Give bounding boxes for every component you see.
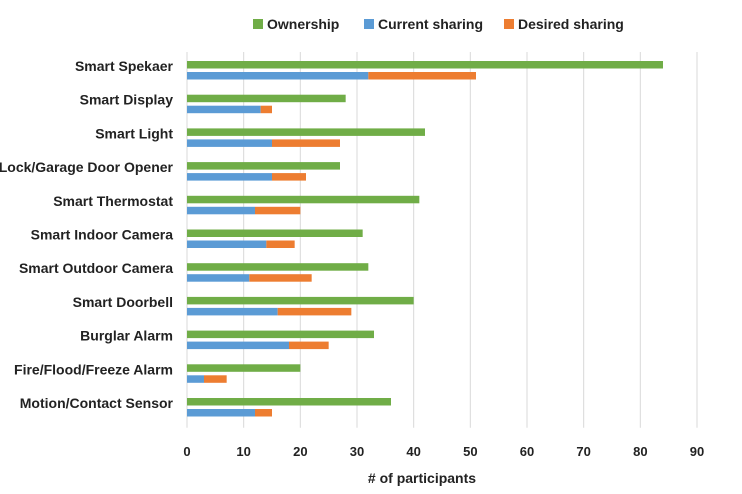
x-tick-label-5: 50 [463, 444, 477, 459]
x-axis-title: # of participants [368, 470, 476, 486]
bar-ownership-4 [187, 195, 420, 204]
bar-desired-sharing-6 [249, 274, 312, 282]
legend-swatch-2 [504, 19, 514, 29]
bar-current-sharing-4 [187, 206, 255, 215]
legend-swatch-1 [364, 19, 374, 29]
x-tick-label-4: 40 [406, 444, 420, 459]
category-label-7: Smart Doorbell [73, 294, 173, 310]
legend-label-0: Ownership [267, 16, 339, 32]
x-tick-label-6: 60 [520, 444, 534, 459]
x-tick-label-9: 90 [690, 444, 704, 459]
x-tick-label-3: 30 [350, 444, 364, 459]
category-label-2: Smart Light [95, 125, 173, 141]
bar-current-sharing-9 [187, 375, 204, 383]
bar-current-sharing-6 [187, 274, 250, 282]
category-label-4: Smart Thermostat [53, 193, 173, 209]
bar-desired-sharing-3 [272, 173, 306, 181]
bar-ownership-5 [187, 229, 363, 237]
category-label-10: Motion/Contact Sensor [20, 395, 174, 411]
bar-ownership-7 [187, 296, 414, 305]
bar-ownership-0 [187, 61, 663, 69]
x-tick-label-1: 10 [236, 444, 250, 459]
legend-swatch-0 [253, 19, 263, 29]
bar-desired-sharing-8 [289, 341, 329, 350]
bar-current-sharing-3 [187, 173, 272, 181]
bar-ownership-2 [187, 128, 425, 136]
bar-current-sharing-5 [187, 240, 267, 248]
category-labels: Smart Spekaer Smart Display Smart Light Loc… [0, 58, 174, 411]
category-label-1: Smart Display [80, 92, 174, 108]
bar-ownership-8 [187, 330, 374, 339]
category-label-9: Fire/Flood/Freeze Alarm [14, 361, 173, 377]
bar-ownership-10 [187, 398, 391, 406]
x-tick-label-7: 70 [576, 444, 590, 459]
bar-ownership-1 [187, 94, 346, 103]
bar-ownership-6 [187, 263, 369, 271]
legend: Ownership Current sharing Desired sharing [253, 16, 624, 32]
bar-desired-sharing-4 [255, 206, 301, 215]
bar-desired-sharing-5 [266, 240, 295, 248]
bar-current-sharing-1 [187, 105, 261, 114]
bar-desired-sharing-9 [204, 375, 227, 383]
bar-desired-sharing-2 [272, 139, 340, 147]
x-tick-label-2: 20 [293, 444, 307, 459]
category-label-8: Burglar Alarm [80, 328, 173, 344]
legend-label-2: Desired sharing [518, 16, 624, 32]
bar-desired-sharing-7 [277, 307, 352, 316]
bar-desired-sharing-1 [260, 105, 272, 114]
bar-current-sharing-0 [187, 72, 369, 80]
category-label-5: Smart Indoor Camera [31, 227, 174, 243]
gridlines [186, 52, 698, 428]
bar-ownership-3 [187, 162, 340, 170]
x-tick-label-8: 80 [633, 444, 647, 459]
bar-current-sharing-7 [187, 307, 278, 316]
bar-current-sharing-8 [187, 341, 289, 350]
category-label-0: Smart Spekaer [75, 58, 174, 74]
bar-desired-sharing-10 [255, 409, 272, 417]
bars [187, 61, 663, 417]
x-tick-labels: 0 10 20 30 40 50 60 70 80 90 [183, 444, 704, 459]
bar-current-sharing-2 [187, 139, 272, 147]
bar-current-sharing-10 [187, 409, 255, 417]
category-label-6: Smart Outdoor Camera [19, 260, 173, 276]
legend-label-1: Current sharing [378, 16, 483, 32]
bar-desired-sharing-0 [368, 72, 476, 80]
bar-ownership-9 [187, 364, 301, 372]
category-label-3: Lock/Garage Door Opener [0, 159, 174, 175]
x-tick-label-0: 0 [183, 444, 190, 459]
